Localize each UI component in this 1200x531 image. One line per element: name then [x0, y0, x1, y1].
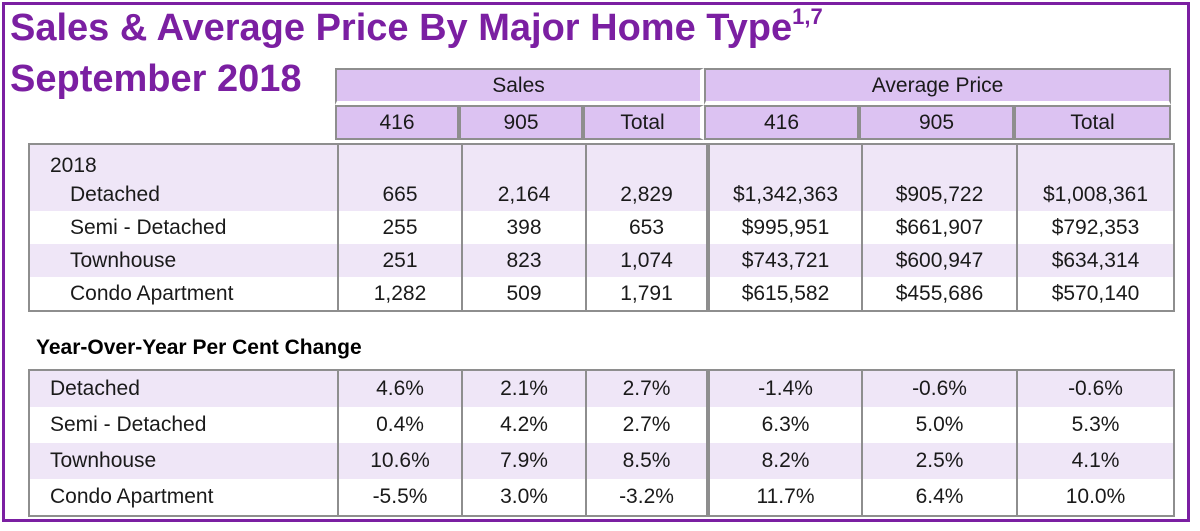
header-price-905: 905: [859, 105, 1015, 140]
table-cell: 10.0%: [1016, 479, 1173, 515]
table-cell: 5.0%: [861, 407, 1016, 443]
table-row: Semi - Detached 0.4% 4.2% 2.7% 6.3% 5.0%…: [30, 407, 1173, 443]
table-cell: 2.7%: [585, 371, 706, 407]
table-cell: 3.0%: [461, 479, 585, 515]
row-label: Semi - Detached: [70, 215, 227, 239]
report-title: Sales & Average Price By Major Home Type…: [10, 4, 823, 50]
table-cell: 10.6%: [337, 443, 461, 479]
row-label: Condo Apartment: [50, 485, 214, 508]
row-label: Townhouse: [30, 244, 337, 277]
table-cell: [585, 145, 706, 178]
row-label: Detached: [30, 178, 337, 211]
table-cell: 0.4%: [337, 407, 461, 443]
header-price-total: Total: [1014, 105, 1172, 140]
table-cell: [1016, 145, 1173, 178]
sales-group-header: Sales: [335, 68, 705, 105]
table-cell: [706, 145, 861, 178]
sales-data-table: 2018 Detached 665 2,164 2,829 $1,342,363…: [28, 143, 1175, 312]
table-cell: $905,722: [861, 178, 1016, 211]
table-cell: [461, 145, 585, 178]
row-label: Condo Apartment: [70, 281, 234, 305]
table-cell: $792,353: [1016, 211, 1173, 244]
table-cell: $600,947: [861, 244, 1016, 277]
table-row: Semi - Detached 255 398 653 $995,951 $66…: [30, 211, 1173, 244]
yoy-section-title: Year-Over-Year Per Cent Change: [36, 336, 362, 359]
table-cell: 4.2%: [461, 407, 585, 443]
header-sales-416: 416: [335, 105, 459, 140]
table-cell: 7.9%: [461, 443, 585, 479]
table-row: Townhouse 251 823 1,074 $743,721 $600,94…: [30, 244, 1173, 277]
report-title-text: Sales & Average Price By Major Home Type: [10, 7, 793, 49]
table-cell: 4.1%: [1016, 443, 1173, 479]
table-cell: 2,829: [585, 178, 706, 211]
row-label: Townhouse: [30, 443, 337, 479]
table-cell: $634,314: [1016, 244, 1173, 277]
table-row: Townhouse 10.6% 7.9% 8.5% 8.2% 2.5% 4.1%: [30, 443, 1173, 479]
table-cell: -0.6%: [1016, 371, 1173, 407]
table-cell: $1,342,363: [706, 178, 861, 211]
table-row: Condo Apartment 1,282 509 1,791 $615,582…: [30, 277, 1173, 310]
table-cell: 6.3%: [706, 407, 861, 443]
table-cell: -0.6%: [861, 371, 1016, 407]
table-cell: 2,164: [461, 178, 585, 211]
table-row: Condo Apartment -5.5% 3.0% -3.2% 11.7% 6…: [30, 479, 1173, 515]
table-cell: -3.2%: [585, 479, 706, 515]
table-cell: 2.1%: [461, 371, 585, 407]
table-row: Detached 665 2,164 2,829 $1,342,363 $905…: [30, 178, 1173, 211]
table-cell: 255: [337, 211, 461, 244]
table-cell: 509: [461, 277, 585, 310]
table-cell: 2.5%: [861, 443, 1016, 479]
table-cell: 2.7%: [585, 407, 706, 443]
footnote-reference: 1,7: [792, 4, 823, 29]
table-cell: 1,791: [585, 277, 706, 310]
table-cell: 665: [337, 178, 461, 211]
table-cell: $570,140: [1016, 277, 1173, 310]
table-cell: -1.4%: [706, 371, 861, 407]
table-cell: 11.7%: [706, 479, 861, 515]
header-price-416: 416: [704, 105, 860, 140]
table-cell: [337, 145, 461, 178]
report-frame: [2, 2, 1190, 522]
table-cell: 8.2%: [706, 443, 861, 479]
year-row: 2018: [30, 145, 1173, 178]
table-cell: 398: [461, 211, 585, 244]
table-cell: [861, 145, 1016, 178]
yoy-change-table: Detached 4.6% 2.1% 2.7% -1.4% -0.6% -0.6…: [28, 369, 1175, 517]
table-cell: $455,686: [861, 277, 1016, 310]
header-sales-total: Total: [583, 105, 705, 140]
table-cell: 5.3%: [1016, 407, 1173, 443]
row-label: Semi - Detached: [50, 413, 207, 436]
table-cell: $661,907: [861, 211, 1016, 244]
table-cell: -5.5%: [337, 479, 461, 515]
table-cell: 1,282: [337, 277, 461, 310]
table-cell: 6.4%: [861, 479, 1016, 515]
table-cell: $743,721: [706, 244, 861, 277]
column-header-table: Sales Average Price 416 905 Total 416 90…: [335, 68, 1172, 140]
table-cell: $1,008,361: [1016, 178, 1173, 211]
average-price-group-header: Average Price: [704, 68, 1172, 105]
table-cell: 823: [461, 244, 585, 277]
header-sales-905: 905: [459, 105, 583, 140]
row-label: Detached: [30, 371, 337, 407]
year-label: 2018: [30, 145, 337, 178]
report-subtitle: September 2018: [10, 58, 302, 100]
table-cell: 1,074: [585, 244, 706, 277]
table-row: Detached 4.6% 2.1% 2.7% -1.4% -0.6% -0.6…: [30, 371, 1173, 407]
table-cell: $995,951: [706, 211, 861, 244]
table-cell: 653: [585, 211, 706, 244]
table-cell: 4.6%: [337, 371, 461, 407]
table-cell: $615,582: [706, 277, 861, 310]
table-cell: 251: [337, 244, 461, 277]
table-cell: 8.5%: [585, 443, 706, 479]
